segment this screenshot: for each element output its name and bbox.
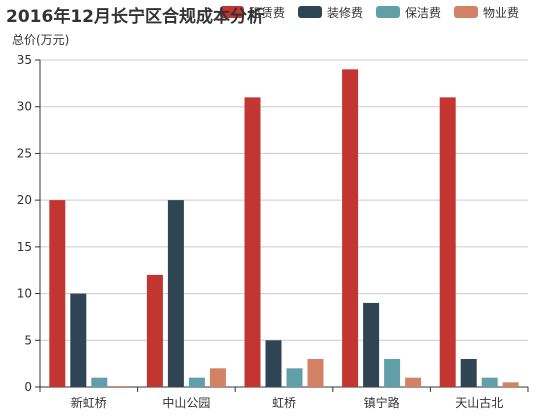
- bar: [70, 293, 87, 387]
- bars: [49, 69, 519, 387]
- x-tick-label: 中山公园: [162, 395, 210, 410]
- chart-title: 2016年12月长宁区合规成本分析: [6, 6, 264, 27]
- bar: [244, 97, 261, 387]
- grid-lines: [40, 59, 528, 341]
- bar: [112, 386, 129, 387]
- y-tick-label: 0: [24, 380, 32, 394]
- bar: [439, 97, 456, 387]
- bar: [405, 377, 422, 387]
- legend: 租赁费 装修费 保洁费 物业费: [220, 5, 519, 20]
- legend-swatch: [454, 6, 478, 18]
- legend-swatch: [376, 6, 400, 18]
- bar: [265, 340, 282, 387]
- x-tick-label: 虹桥: [272, 396, 296, 410]
- legend-label: 装修费: [327, 5, 363, 20]
- y-tick-label: 20: [17, 193, 32, 207]
- y-tick-label: 25: [17, 146, 32, 160]
- bar: [307, 358, 324, 387]
- bar: [342, 69, 359, 387]
- bar: [363, 302, 380, 387]
- bar: [481, 377, 498, 387]
- bar: [502, 382, 519, 387]
- bar: [146, 274, 163, 387]
- x-tick-label: 镇宁路: [364, 395, 400, 410]
- legend-swatch: [298, 6, 322, 18]
- legend-label: 物业费: [483, 6, 519, 20]
- bar: [384, 358, 401, 387]
- y-tick-label: 15: [17, 240, 32, 254]
- legend-label: 租赁费: [249, 6, 285, 20]
- y-tick-label: 5: [24, 333, 32, 347]
- y-tick-label: 35: [17, 53, 32, 67]
- bar: [188, 377, 205, 387]
- bar: [49, 200, 66, 387]
- y-axis-label: 总价(万元): [12, 33, 69, 47]
- legend-swatch: [220, 6, 244, 18]
- y-tick-label: 30: [17, 100, 32, 114]
- y-tick-label: 10: [17, 287, 32, 301]
- axes: 0 5 10 15 20 25 30 35 新虹桥 中山公园 虹桥 镇宁路 天山古北: [17, 53, 529, 410]
- bar: [460, 358, 477, 387]
- bar: [209, 368, 226, 387]
- bar: [167, 200, 184, 387]
- x-tick-label: 天山古北: [455, 395, 503, 410]
- legend-label: 保洁费: [405, 6, 441, 20]
- x-tick-label: 新虹桥: [71, 395, 107, 410]
- bar: [91, 377, 108, 387]
- bar: [286, 368, 303, 387]
